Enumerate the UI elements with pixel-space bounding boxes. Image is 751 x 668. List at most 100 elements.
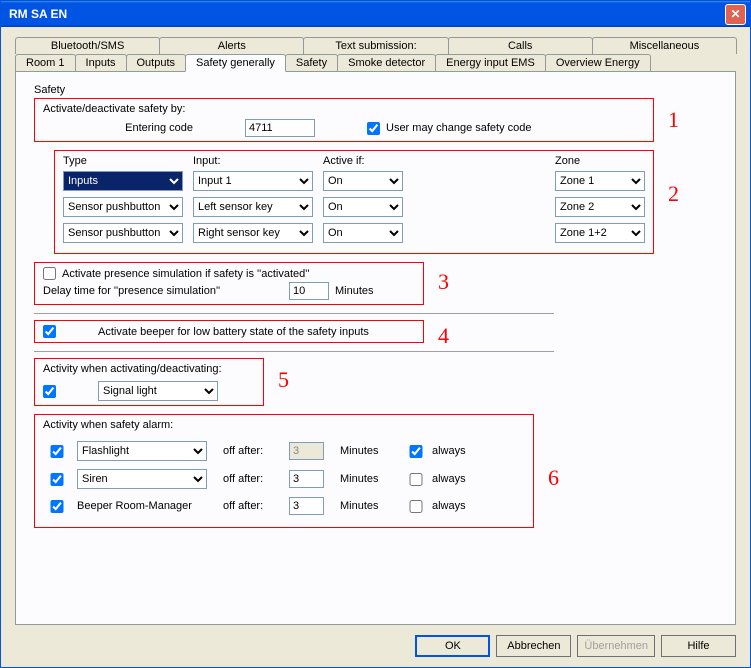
tab-energy-input-ems[interactable]: Energy input EMS <box>435 54 546 71</box>
alarm2-offafter-label: off after: <box>223 473 283 485</box>
tab-outputs[interactable]: Outputs <box>126 54 187 71</box>
annot-1: 1 <box>668 107 679 133</box>
col-activeif: Active if: <box>323 155 403 167</box>
tab-room1[interactable]: Room 1 <box>15 54 76 71</box>
alarm3-text: Beeper Room-Manager <box>77 500 217 512</box>
divider-1 <box>34 313 554 314</box>
annot-3: 3 <box>438 269 449 295</box>
input-select-1[interactable]: Input 1 <box>193 171 313 191</box>
delay-minutes-label: Minutes <box>335 285 374 297</box>
zone-select-2[interactable]: Zone 2 <box>555 197 645 217</box>
tabs-row-1: Bluetooth/SMS Alerts Text submission: Ca… <box>15 37 736 54</box>
alarm1-select[interactable]: Flashlight <box>77 441 207 461</box>
alarm1-offafter-label: off after: <box>223 445 283 457</box>
col-input: Input: <box>193 155 313 167</box>
activeif-select-1[interactable]: On <box>323 171 403 191</box>
box1-title: Activate/deactivate safety by: <box>43 103 645 115</box>
activity-activate-checkbox[interactable] <box>43 385 56 398</box>
entering-code-label: Entering code <box>83 122 193 134</box>
type-row-3: Sensor pushbutton Right sensor key On Zo… <box>63 223 645 243</box>
apply-button[interactable]: Übernehmen <box>577 635 655 657</box>
titlebar: RM SA EN ✕ <box>1 1 750 27</box>
alarm1-checkbox[interactable] <box>43 445 71 458</box>
type-row-2: Sensor pushbutton Left sensor key On Zon… <box>63 197 645 217</box>
annot-2: 2 <box>668 181 679 207</box>
tab-miscellaneous[interactable]: Miscellaneous <box>592 37 737 54</box>
alarm3-checkbox[interactable] <box>43 500 71 513</box>
activeif-select-2[interactable]: On <box>323 197 403 217</box>
input-select-3[interactable]: Right sensor key <box>193 223 313 243</box>
alarm3-off-input[interactable] <box>289 497 324 515</box>
activity-activate-select[interactable]: Signal light <box>98 381 218 401</box>
close-button[interactable]: ✕ <box>725 4 746 25</box>
type-select-2[interactable]: Sensor pushbutton <box>63 197 183 217</box>
alarm3-offafter-label: off after: <box>223 500 283 512</box>
alarm1-minutes-label: Minutes <box>340 445 400 457</box>
alarm-row-3: Beeper Room-Manager off after: Minutes a… <box>43 497 525 515</box>
annot-4: 4 <box>438 323 449 349</box>
window-title: RM SA EN <box>9 7 725 21</box>
dialog-body: Bluetooth/SMS Alerts Text submission: Ca… <box>1 27 750 667</box>
activeif-select-3[interactable]: On <box>323 223 403 243</box>
alarm-row-1: Flashlight off after: Minutes always <box>43 441 525 461</box>
box-beeper: 4 Activate beeper for low battery state … <box>34 320 424 343</box>
box-presence: 3 Activate presence simulation if safety… <box>34 262 424 305</box>
col-type: Type <box>63 155 183 167</box>
help-button[interactable]: Hilfe <box>661 635 736 657</box>
alarm3-minutes-label: Minutes <box>340 500 400 512</box>
box-type-input-zone: 2 Type Input: Active if: Zone Inputs Inp… <box>54 150 654 254</box>
type-select-1[interactable]: Inputs <box>63 171 183 191</box>
window: RM SA EN ✕ Bluetooth/SMS Alerts Text sub… <box>0 0 751 668</box>
tab-bluetooth-sms[interactable]: Bluetooth/SMS <box>15 37 160 54</box>
divider-2 <box>34 351 554 352</box>
tab-inputs[interactable]: Inputs <box>75 54 127 71</box>
beeper-label: Activate beeper for low battery state of… <box>98 326 369 338</box>
ok-button[interactable]: OK <box>415 635 490 657</box>
alarm-row-2: Siren off after: Minutes always <box>43 469 525 489</box>
alarm3-always-label: always <box>432 500 492 512</box>
alarm2-always-checkbox[interactable] <box>406 473 426 486</box>
col-zone: Zone <box>555 155 645 167</box>
tab-panel: Safety 1 Activate/deactivate safety by: … <box>15 71 736 625</box>
presence-label: Activate presence simulation if safety i… <box>62 268 309 280</box>
tab-safety-generally[interactable]: Safety generally <box>185 54 286 72</box>
zone-select-3[interactable]: Zone 1+2 <box>555 223 645 243</box>
tab-alerts[interactable]: Alerts <box>159 37 304 54</box>
tab-text-submission[interactable]: Text submission: <box>303 37 448 54</box>
box6-title: Activity when safety alarm: <box>43 419 525 431</box>
type-select-3[interactable]: Sensor pushbutton <box>63 223 183 243</box>
alarm2-minutes-label: Minutes <box>340 473 400 485</box>
alarm2-always-label: always <box>432 473 492 485</box>
box-activity-alarm: 6 Activity when safety alarm: Flashlight… <box>34 414 534 528</box>
alarm1-off-input[interactable] <box>289 442 324 460</box>
cancel-button[interactable]: Abbrechen <box>496 635 571 657</box>
type-row-1: Inputs Input 1 On Zone 1 <box>63 171 645 191</box>
tab-overview-energy[interactable]: Overview Energy <box>545 54 651 71</box>
user-change-code-label: User may change safety code <box>386 122 532 134</box>
annot-6: 6 <box>548 465 559 491</box>
alarm2-checkbox[interactable] <box>43 473 71 486</box>
alarm3-always-checkbox[interactable] <box>406 500 426 513</box>
tab-safety[interactable]: Safety <box>285 54 338 71</box>
tab-calls[interactable]: Calls <box>448 37 593 54</box>
alarm2-off-input[interactable] <box>289 470 324 488</box>
box-activity-activate: 5 Activity when activating/deactivating:… <box>34 358 264 406</box>
alarm1-always-label: always <box>432 445 492 457</box>
safety-section-label: Safety <box>34 84 717 96</box>
zone-select-1[interactable]: Zone 1 <box>555 171 645 191</box>
presence-checkbox[interactable] <box>43 267 56 280</box>
user-change-code-checkbox[interactable] <box>367 122 380 135</box>
box-activate-deactivate: 1 Activate/deactivate safety by: Enterin… <box>34 98 654 142</box>
delay-input[interactable] <box>289 282 329 300</box>
dialog-footer: OK Abbrechen Übernehmen Hilfe <box>15 625 736 657</box>
beeper-checkbox[interactable] <box>43 325 56 338</box>
tab-smoke-detector[interactable]: Smoke detector <box>337 54 436 71</box>
entering-code-input[interactable] <box>245 119 315 137</box>
input-select-2[interactable]: Left sensor key <box>193 197 313 217</box>
delay-label: Delay time for ''presence simulation'' <box>43 285 283 297</box>
tabs-row-2: Room 1 Inputs Outputs Safety generally S… <box>15 54 736 71</box>
alarm1-always-checkbox[interactable] <box>406 445 426 458</box>
alarm2-select[interactable]: Siren <box>77 469 207 489</box>
annot-5: 5 <box>278 367 289 393</box>
box5-title: Activity when activating/deactivating: <box>43 363 255 375</box>
